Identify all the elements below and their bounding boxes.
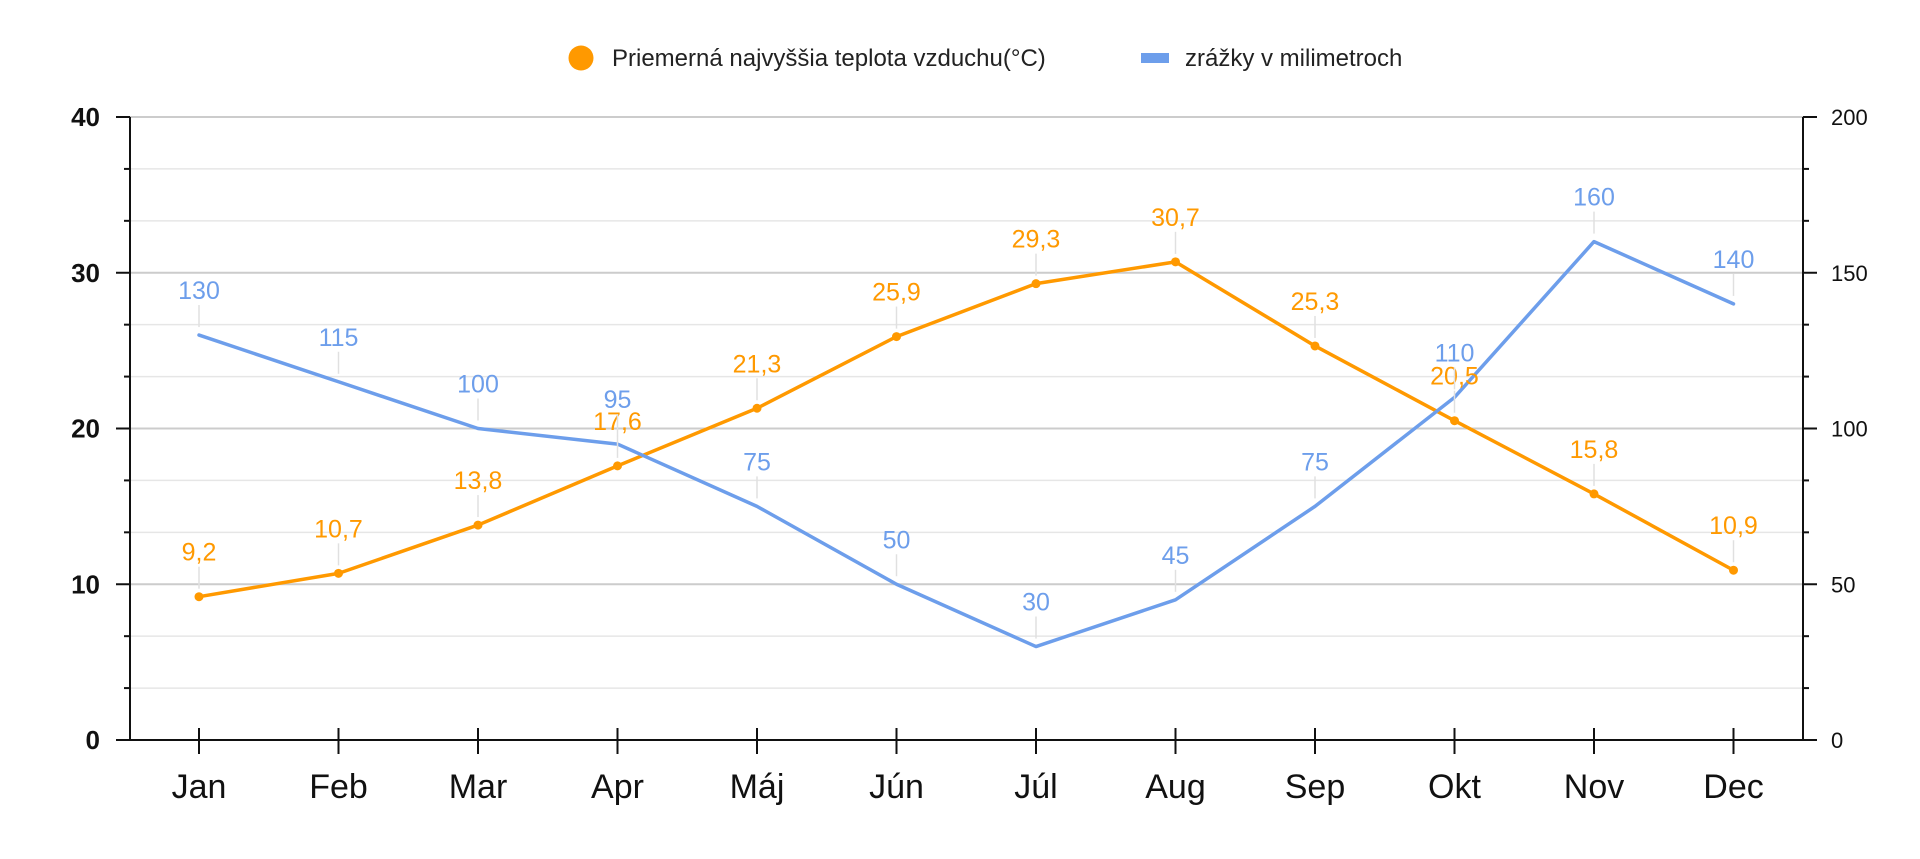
data-label: 75 [743, 448, 771, 476]
data-label: 15,8 [1570, 436, 1619, 464]
x-axis-tick-label: Sep [1285, 768, 1346, 806]
axes: 0 10 20 30 40 0 50 100 150 200 Jan Feb Mar Apr Máj Jún J… [71, 102, 1868, 806]
left-axis-tick-label: 0 [86, 725, 100, 755]
data-label: 21,3 [733, 350, 782, 378]
data-label: 100 [457, 371, 499, 399]
data-point [473, 520, 483, 530]
data-point [1589, 489, 1599, 499]
data-label: 130 [178, 277, 220, 305]
data-label: 30,7 [1151, 204, 1200, 232]
data-label: 13,8 [454, 467, 503, 495]
data-label: 110 [1435, 339, 1475, 367]
legend: Priemerná najvyššia teplota vzduchu(°C) z… [568, 45, 1402, 72]
data-label: 95 [604, 386, 632, 414]
data-label: 9,2 [182, 539, 217, 567]
data-labels: 9,210,713,817,621,325,929,330,725,320,51… [178, 184, 1758, 639]
data-label: 25,3 [1291, 288, 1340, 316]
legend-marker-precipitation [1141, 53, 1169, 63]
x-axis-tick-label: Feb [309, 768, 368, 806]
data-label: 25,9 [872, 279, 921, 307]
left-axis-tick-label: 10 [71, 569, 100, 599]
series-line [197, 239, 1736, 649]
right-axis-tick-label: 0 [1831, 728, 1843, 753]
right-axis-tick-label: 200 [1831, 105, 1868, 130]
legend-label-temperature: Priemerná najvyššia teplota vzduchu(°C) [612, 45, 1046, 72]
gridlines [130, 116, 1803, 689]
data-point [1171, 257, 1180, 267]
data-label: 10,7 [314, 515, 363, 543]
x-axis-tick-label: Nov [1564, 768, 1624, 806]
data-label: 50 [883, 526, 911, 554]
data-point [1729, 565, 1738, 575]
x-axis-tick-label: Máj [730, 768, 785, 806]
data-point [334, 568, 343, 578]
data-point [1031, 279, 1041, 289]
x-axis-tick-label: Aug [1145, 768, 1206, 806]
x-axis-tick-label: Dec [1703, 768, 1763, 806]
data-label: 45 [1162, 542, 1190, 570]
data-point [613, 461, 622, 471]
data-label: 115 [319, 324, 359, 352]
series-line [197, 260, 1736, 599]
data-label: 140 [1713, 246, 1755, 274]
data-point [1450, 416, 1459, 426]
data-point [892, 332, 901, 342]
data-label: 75 [1301, 448, 1329, 476]
right-axis-tick-label: 150 [1831, 261, 1868, 286]
data-label: 160 [1573, 184, 1615, 212]
series-lines [194, 239, 1738, 649]
x-axis-tick-label: Okt [1428, 768, 1481, 806]
legend-marker-temperature [568, 45, 594, 71]
x-axis-tick-label: Mar [449, 768, 508, 806]
x-axis-tick-label: Apr [591, 768, 644, 806]
left-axis-tick-label: 20 [71, 414, 100, 444]
x-axis-tick-label: Jan [172, 768, 227, 806]
right-axis-tick-label: 50 [1831, 572, 1855, 597]
data-point [752, 403, 762, 413]
data-point [1310, 341, 1320, 351]
left-axis-tick-label: 30 [71, 258, 100, 288]
data-label: 10,9 [1709, 512, 1758, 540]
right-axis-tick-label: 100 [1831, 417, 1868, 442]
x-axis-tick-label: Júl [1014, 768, 1057, 806]
data-point [194, 592, 204, 602]
x-axis-tick-label: Jún [869, 768, 924, 806]
data-label: 30 [1022, 589, 1050, 617]
data-label: 29,3 [1012, 226, 1061, 254]
left-axis-tick-label: 40 [71, 102, 100, 132]
legend-label-precipitation: zrážky v milimetroch [1185, 45, 1402, 72]
